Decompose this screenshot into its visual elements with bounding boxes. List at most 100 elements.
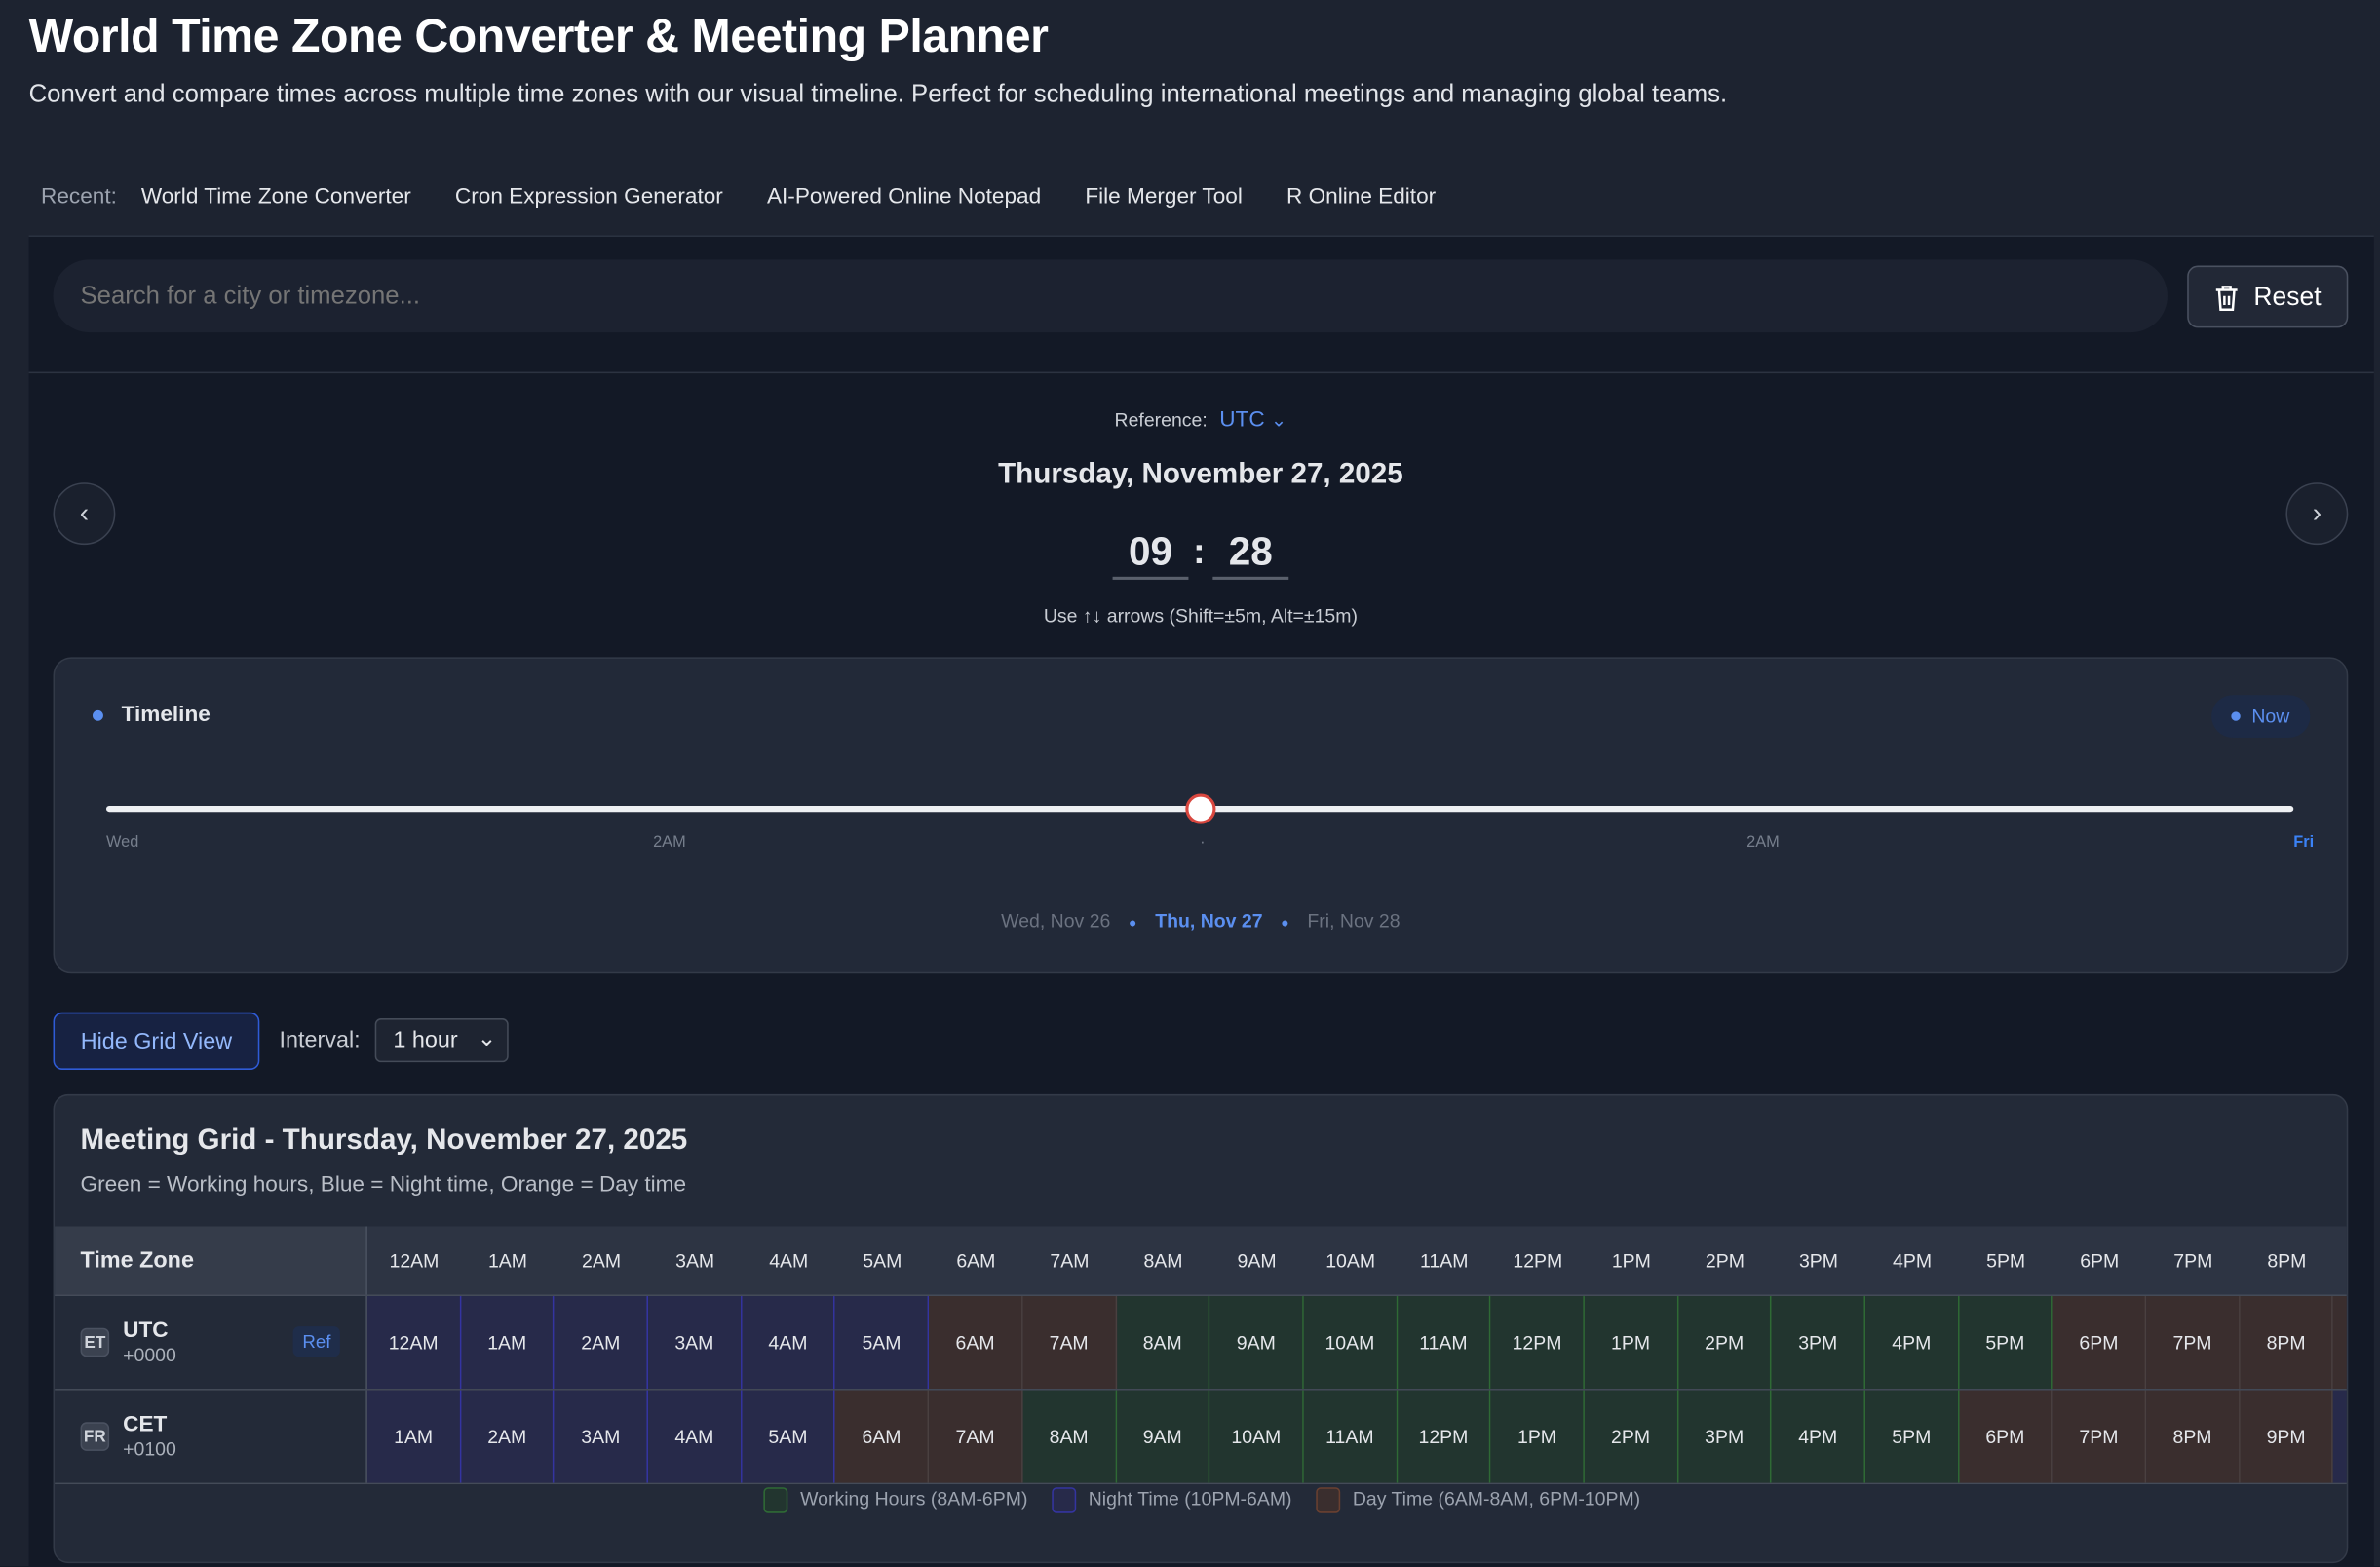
hour-header: 5AM — [863, 1249, 902, 1272]
time-slot-night[interactable]: 1AM — [460, 1296, 556, 1390]
legend-swatch — [1316, 1487, 1341, 1513]
time-slot-work[interactable]: 11AM — [1397, 1296, 1491, 1390]
time-slot-day[interactable]: 6PM — [2053, 1296, 2147, 1390]
grid-header-row: Time Zone 12AM 1AM 2AM 3AM 4AM 5AM 6AM 7AM 8AM 9AM… — [55, 1226, 2347, 1297]
time-slot-night[interactable]: 3AM — [648, 1296, 743, 1390]
time-slot-work[interactable]: 4PM — [1865, 1296, 1960, 1390]
time-slot-work[interactable]: 1PM — [1584, 1296, 1678, 1390]
now-dot-icon — [2232, 711, 2242, 721]
time-slot-work[interactable]: 2PM — [1677, 1296, 1772, 1390]
hide-grid-view-button[interactable]: Hide Grid View — [53, 1012, 260, 1070]
chevron-down-icon[interactable]: ⌄ — [1270, 409, 1287, 432]
hour-input[interactable]: 09 — [1112, 528, 1189, 580]
time-slot-work[interactable]: 5PM — [1959, 1296, 2054, 1390]
time-slot-night[interactable]: 4AM — [648, 1390, 743, 1483]
timezone-text: CET +0100 — [123, 1413, 176, 1460]
time-slot-work[interactable]: 3PM — [1677, 1390, 1772, 1483]
time-slot-day[interactable]: 7PM — [2053, 1390, 2147, 1483]
legend-item: Day Time (6AM-8AM, 6PM-10PM) — [1316, 1487, 1640, 1513]
previous-day-button[interactable]: ‹ — [53, 482, 116, 546]
time-slot-work[interactable]: 8AM — [1116, 1296, 1210, 1390]
recent-tools: Recent: World Time Zone Converter Cron E… — [41, 185, 1436, 210]
day-label[interactable]: Wed, Nov 26 — [1001, 910, 1111, 933]
time-slot-work[interactable]: 2PM — [1584, 1390, 1678, 1483]
time-slot-work[interactable]: 3PM — [1771, 1296, 1866, 1390]
time-slot-day[interactable]: 9PM — [2240, 1390, 2334, 1483]
timezone-offset: +0100 — [123, 1438, 176, 1461]
current-date: Thursday, November 27, 2025 — [998, 458, 1403, 491]
search-input[interactable] — [53, 259, 2168, 333]
hour-header: 3AM — [675, 1249, 715, 1272]
country-badge: ET — [80, 1327, 110, 1357]
time-slot-work[interactable]: 8AM — [1022, 1390, 1117, 1483]
time-slot-night[interactable]: 4AM — [742, 1296, 836, 1390]
timeline-dot-icon — [93, 709, 103, 721]
time-slot-work[interactable]: 5PM — [1865, 1390, 1960, 1483]
time-slot-night[interactable]: 5AM — [742, 1390, 836, 1483]
now-button[interactable]: Now — [2211, 695, 2311, 738]
trash-icon — [2215, 285, 2238, 311]
meeting-grid-subtitle: Green = Working hours, Blue = Night time… — [80, 1172, 687, 1198]
time-slot-work[interactable]: 10AM — [1303, 1296, 1398, 1390]
time-slot-day[interactable]: 7AM — [1022, 1296, 1117, 1390]
recent-link[interactable]: File Merger Tool — [1085, 185, 1243, 210]
time-slot-night[interactable]: 10PM — [2333, 1390, 2347, 1483]
time-slot-work[interactable]: 1PM — [1490, 1390, 1585, 1483]
timeline-days: Wed, Nov 26 ● Thu, Nov 27 ● Fri, Nov 28 — [0, 910, 2380, 932]
timezone-name: UTC — [123, 1319, 169, 1344]
timezone-offset: +0000 — [123, 1344, 176, 1366]
time-slot-day[interactable]: 6PM — [1959, 1390, 2054, 1483]
time-slot-night[interactable]: 2AM — [555, 1296, 649, 1390]
hour-header: 4AM — [769, 1249, 809, 1272]
hour-header: 4PM — [1893, 1249, 1933, 1272]
interval-label: Interval: — [279, 1027, 361, 1053]
day-label-current[interactable]: Thu, Nov 27 — [1155, 910, 1263, 933]
time-slot-work[interactable]: 12PM — [1490, 1296, 1585, 1390]
time-slot-day[interactable]: 8PM — [2146, 1390, 2241, 1483]
day-label[interactable]: Fri, Nov 28 — [1307, 910, 1401, 933]
hour-header: 8AM — [1143, 1249, 1183, 1272]
timeline-title: Timeline — [121, 703, 211, 727]
time-slot-night[interactable]: 5AM — [835, 1296, 930, 1390]
time-slot-day[interactable]: 9PM — [2333, 1296, 2347, 1390]
legend-swatch — [1052, 1487, 1077, 1513]
time-slot-day[interactable]: 6AM — [929, 1296, 1023, 1390]
time-slot-work[interactable]: 11AM — [1303, 1390, 1398, 1483]
time-slot-work[interactable]: 9AM — [1209, 1296, 1304, 1390]
time-slot-work[interactable]: 4PM — [1771, 1390, 1866, 1483]
time-slot-day[interactable]: 6AM — [835, 1390, 930, 1483]
hour-header: 12PM — [1513, 1249, 1563, 1272]
time-slot-day[interactable]: 7PM — [2146, 1296, 2241, 1390]
chevron-left-icon: ‹ — [79, 497, 90, 528]
recent-link[interactable]: R Online Editor — [1286, 185, 1437, 210]
reset-button[interactable]: Reset — [2187, 265, 2349, 328]
interval-select[interactable]: 1 hour ⌄ — [374, 1018, 509, 1063]
recent-link[interactable]: AI-Powered Online Notepad — [766, 185, 1042, 210]
interval-value: 1 hour — [393, 1027, 458, 1053]
timeline-slider-thumb[interactable] — [1184, 793, 1215, 824]
hour-header: 1PM — [1611, 1249, 1651, 1272]
reference-selector: Reference: UTC ⌄ — [0, 408, 2380, 433]
time-separator: : — [1193, 531, 1206, 573]
time-slot-work[interactable]: 9AM — [1116, 1390, 1210, 1483]
time-slot-day[interactable]: 8PM — [2240, 1296, 2334, 1390]
reference-label: Reference: — [1114, 409, 1208, 432]
recent-link[interactable]: Cron Expression Generator — [454, 185, 723, 210]
next-day-button[interactable]: › — [2285, 482, 2349, 546]
reference-dropdown[interactable]: UTC — [1219, 407, 1265, 433]
separator-dot-icon: ● — [1129, 915, 1137, 931]
recent-label: Recent: — [41, 185, 117, 210]
time-slot-night[interactable]: 12AM — [366, 1296, 461, 1390]
page-subtitle: Convert and compare times across multipl… — [28, 80, 1728, 108]
time-slot-work[interactable]: 12PM — [1397, 1390, 1491, 1483]
column-header-timezone: Time Zone — [55, 1226, 367, 1295]
time-slot-day[interactable]: 7AM — [929, 1390, 1023, 1483]
time-slot-night[interactable]: 2AM — [460, 1390, 556, 1483]
time-slot-night[interactable]: 3AM — [555, 1390, 649, 1483]
recent-link[interactable]: World Time Zone Converter — [140, 185, 411, 210]
time-slot-work[interactable]: 10AM — [1209, 1390, 1304, 1483]
time-slot-night[interactable]: 1AM — [366, 1390, 461, 1483]
minute-input[interactable]: 28 — [1212, 528, 1289, 580]
hour-header: 7AM — [1050, 1249, 1090, 1272]
hour-header: 6PM — [2080, 1249, 2120, 1272]
